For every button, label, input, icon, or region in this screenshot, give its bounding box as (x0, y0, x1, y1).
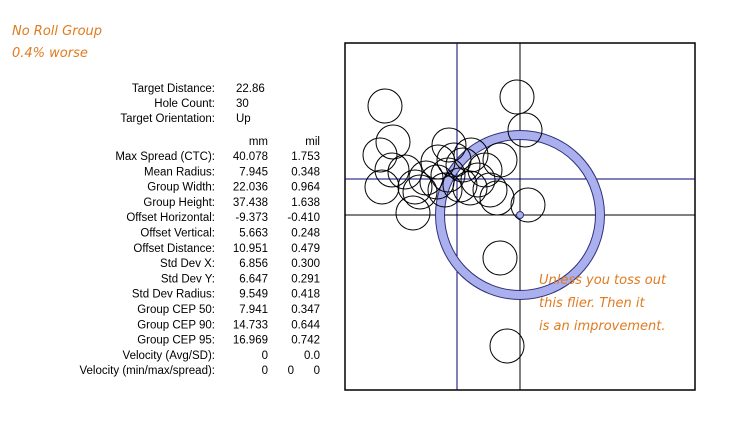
hole (431, 127, 467, 163)
hole (489, 328, 525, 364)
hole (452, 170, 488, 206)
hole (402, 174, 438, 210)
stat-value: 0 (314, 365, 320, 377)
stat-label: Std Dev Y: (161, 273, 215, 285)
stat-value: 0.347 (291, 304, 320, 316)
stat-label: Group Width: (147, 182, 215, 194)
holes (362, 79, 546, 364)
stat-value: 37.438 (233, 197, 268, 209)
stat-value: 22.036 (233, 182, 268, 194)
stat-value: 6.647 (239, 273, 268, 285)
stat-value: 0.0 (304, 350, 320, 362)
stat-value: 0.644 (291, 319, 320, 331)
stat-value: 0.479 (291, 243, 320, 255)
stat-value: 0.964 (291, 182, 320, 194)
info-value: 22.86 (236, 83, 265, 95)
stat-value: 0.348 (291, 166, 320, 178)
stat-label: Group CEP 90: (137, 319, 215, 331)
annotation: is an improvement. (539, 319, 666, 334)
stat-value: 7.941 (239, 304, 268, 316)
stat-label: Velocity (min/max/spread): (80, 365, 216, 377)
hole (367, 88, 403, 124)
stat-label: Offset Vertical: (140, 228, 215, 240)
stat-value: 6.856 (239, 258, 268, 270)
stat-label: Offset Horizontal: (126, 212, 215, 224)
stat-label: Velocity (Avg/SD): (123, 350, 215, 362)
hole (460, 162, 496, 198)
target (344, 42, 696, 391)
info-value: Up (236, 113, 251, 125)
info-label: Target Distance: (132, 83, 215, 95)
column-header: mil (305, 136, 320, 148)
stat-value: 0.418 (291, 289, 320, 301)
info-label: Hole Count: (154, 98, 215, 110)
stat-label: Std Dev X: (160, 258, 215, 270)
stat-value: 0.742 (291, 335, 320, 347)
stat-value: 40.078 (233, 151, 268, 163)
stat-value: 0 (288, 365, 294, 377)
cep-ring (436, 131, 604, 299)
stat-value: -9.373 (235, 212, 268, 224)
hole (364, 169, 400, 205)
hole (408, 160, 444, 196)
hole (445, 147, 481, 183)
hole (362, 137, 398, 173)
stat-value: 0 (262, 365, 268, 377)
stat-label: Group CEP 50: (137, 304, 215, 316)
hole (395, 195, 431, 231)
annotation: Unless you toss out (539, 273, 667, 288)
stat-label: Mean Radius: (144, 166, 215, 178)
hole (387, 154, 423, 190)
subtitle: 0.4% worse (12, 46, 88, 61)
hole (374, 152, 410, 188)
stat-label: Std Dev Radius: (132, 289, 215, 301)
hole (510, 187, 546, 223)
stat-value: 5.663 (239, 228, 268, 240)
stat-value: 1.638 (291, 197, 320, 209)
hole (479, 180, 515, 216)
stat-label: Group Height: (143, 197, 215, 209)
stat-label: Offset Distance: (133, 243, 215, 255)
hole (375, 124, 411, 160)
hole (467, 152, 503, 188)
stat-value: 14.733 (233, 319, 268, 331)
stat-label: Group CEP 95: (137, 335, 215, 347)
stat-label: Max Spread (CTC): (115, 151, 215, 163)
stat-value: 0.300 (291, 258, 320, 270)
stat-value: 16.969 (233, 335, 268, 347)
hole (507, 112, 543, 148)
column-header: mm (249, 136, 268, 148)
aim-point (516, 211, 524, 219)
stat-value: 0.248 (291, 228, 320, 240)
hole (482, 240, 518, 276)
stat-value: 0.291 (291, 273, 320, 285)
stat-value: -0.410 (287, 212, 320, 224)
stat-value: 9.549 (239, 289, 268, 301)
stat-value: 10.951 (233, 243, 268, 255)
stat-value: 0 (262, 350, 268, 362)
info-label: Target Orientation: (120, 113, 215, 125)
stat-value: 1.753 (291, 151, 320, 163)
annotation: this flier. Then it (539, 296, 645, 311)
info-value: 30 (236, 98, 249, 110)
stat-value: 7.945 (239, 166, 268, 178)
hole (472, 172, 508, 208)
hole (427, 172, 463, 208)
title: No Roll Group (12, 24, 102, 39)
hole (499, 79, 535, 115)
